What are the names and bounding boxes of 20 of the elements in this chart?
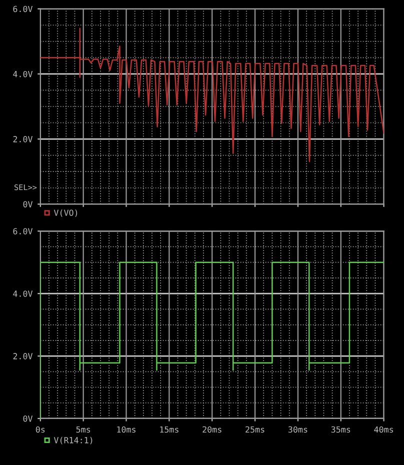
y-tick-label: 0V	[23, 201, 33, 208]
x-tick-label: 25ms	[246, 426, 264, 433]
x-tick-label: 0s	[36, 426, 45, 433]
y-tick-label: 4.0V	[13, 70, 33, 78]
line-series	[40, 28, 384, 162]
y-tick-label: 6.0V	[13, 228, 33, 234]
x-tick-label: 10ms	[117, 426, 136, 433]
y-tick-label: 2.0V	[13, 353, 33, 360]
y-tick-label: 2.0V	[13, 136, 33, 142]
x-tick-label: 40ms	[374, 426, 394, 433]
y-tick-label: 4.0V	[13, 290, 33, 297]
legend-label: V(VO)	[54, 209, 78, 217]
legend-label: V(R14:1)	[54, 436, 92, 444]
y-tick-label: 6.0V	[13, 6, 33, 12]
x-tick-label: 5ms	[76, 426, 90, 433]
x-tick-label: 30ms	[288, 426, 308, 433]
y-tick-label: 0V	[23, 416, 33, 422]
x-tick-label: 15ms	[160, 426, 178, 433]
x-tick-label: 20ms	[202, 426, 222, 433]
x-tick-label: 35ms	[331, 426, 350, 433]
